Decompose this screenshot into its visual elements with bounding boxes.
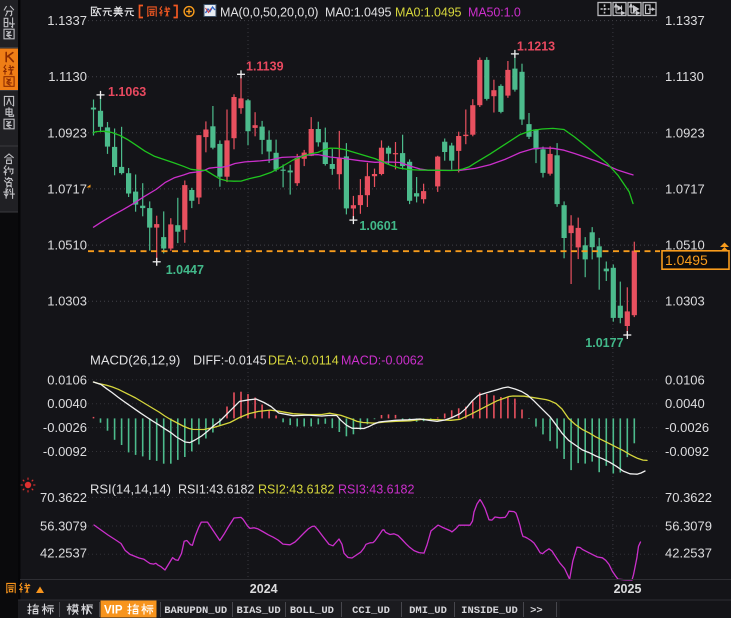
svg-text:1.1063: 1.1063 bbox=[108, 85, 146, 99]
svg-text:MA50:1.0: MA50:1.0 bbox=[468, 6, 521, 20]
svg-text:1.0510: 1.0510 bbox=[47, 238, 87, 253]
svg-text:1.0447: 1.0447 bbox=[166, 263, 204, 277]
svg-text:70.3622: 70.3622 bbox=[665, 490, 712, 505]
svg-text:0.0040: 0.0040 bbox=[47, 396, 87, 411]
svg-text:DMI_UD: DMI_UD bbox=[409, 605, 447, 617]
svg-text:1.1337: 1.1337 bbox=[665, 13, 705, 28]
svg-text:CCI_UD: CCI_UD bbox=[352, 605, 390, 617]
svg-text:56.3079: 56.3079 bbox=[40, 519, 87, 534]
svg-text:MA0:1.0495: MA0:1.0495 bbox=[325, 6, 392, 20]
svg-text:1.0923: 1.0923 bbox=[47, 125, 87, 140]
svg-text:1.1213: 1.1213 bbox=[517, 39, 555, 53]
svg-text:BARUPDN_UD: BARUPDN_UD bbox=[164, 605, 227, 617]
svg-text:RSI(14,14,14): RSI(14,14,14) bbox=[90, 482, 171, 497]
svg-text:DIFF:-0.0145: DIFF:-0.0145 bbox=[193, 354, 267, 368]
svg-text:1.0303: 1.0303 bbox=[47, 294, 87, 309]
svg-text:1.0303: 1.0303 bbox=[665, 294, 705, 309]
svg-text:BOLL_UD: BOLL_UD bbox=[290, 605, 334, 617]
svg-text:1.1337: 1.1337 bbox=[47, 13, 87, 28]
svg-text:1.0923: 1.0923 bbox=[665, 125, 705, 140]
svg-text:1.0510: 1.0510 bbox=[665, 238, 705, 253]
svg-text:56.3079: 56.3079 bbox=[665, 519, 712, 534]
svg-text:42.2537: 42.2537 bbox=[665, 546, 712, 561]
svg-text:42.2537: 42.2537 bbox=[40, 546, 87, 561]
svg-text:70.3622: 70.3622 bbox=[40, 490, 87, 505]
svg-text:-0.0026: -0.0026 bbox=[43, 420, 87, 435]
svg-text:2024: 2024 bbox=[250, 582, 278, 596]
svg-text:1.0177: 1.0177 bbox=[585, 336, 623, 350]
svg-text:RSI3:43.6182: RSI3:43.6182 bbox=[338, 483, 414, 497]
svg-text:1.1130: 1.1130 bbox=[665, 69, 704, 84]
svg-text:VIP: VIP bbox=[104, 605, 123, 617]
svg-text:MA(0,0,50,20,0,0): MA(0,0,50,20,0,0) bbox=[220, 6, 318, 20]
svg-text:RSI1:43.6182: RSI1:43.6182 bbox=[178, 483, 254, 497]
svg-text:BIAS_UD: BIAS_UD bbox=[237, 605, 281, 617]
svg-text:-0.0026: -0.0026 bbox=[665, 420, 709, 435]
svg-text:2025: 2025 bbox=[614, 582, 642, 596]
svg-text:INSIDE_UD: INSIDE_UD bbox=[461, 605, 518, 617]
svg-text:-0.0092: -0.0092 bbox=[43, 444, 87, 459]
svg-text:1.0717: 1.0717 bbox=[665, 181, 705, 196]
svg-text:0.0040: 0.0040 bbox=[665, 396, 705, 411]
svg-text:1.1130: 1.1130 bbox=[48, 69, 87, 84]
svg-text:1.0495: 1.0495 bbox=[665, 252, 708, 268]
svg-text:1.0717: 1.0717 bbox=[47, 181, 87, 196]
svg-text:>>: >> bbox=[530, 605, 543, 617]
svg-text:-0.0092: -0.0092 bbox=[665, 444, 709, 459]
svg-text:MA0:1.0495: MA0:1.0495 bbox=[395, 6, 462, 20]
svg-text:1.0601: 1.0601 bbox=[359, 219, 397, 233]
svg-text:MACD:-0.0062: MACD:-0.0062 bbox=[341, 354, 424, 368]
svg-text:0.0106: 0.0106 bbox=[665, 372, 705, 387]
svg-text:0.0106: 0.0106 bbox=[47, 372, 87, 387]
svg-text:1.1139: 1.1139 bbox=[246, 59, 284, 73]
svg-text:RSI2:43.6182: RSI2:43.6182 bbox=[258, 483, 334, 497]
svg-text:MACD(26,12,9): MACD(26,12,9) bbox=[90, 353, 180, 368]
svg-text:DEA:-0.0114: DEA:-0.0114 bbox=[268, 354, 339, 368]
